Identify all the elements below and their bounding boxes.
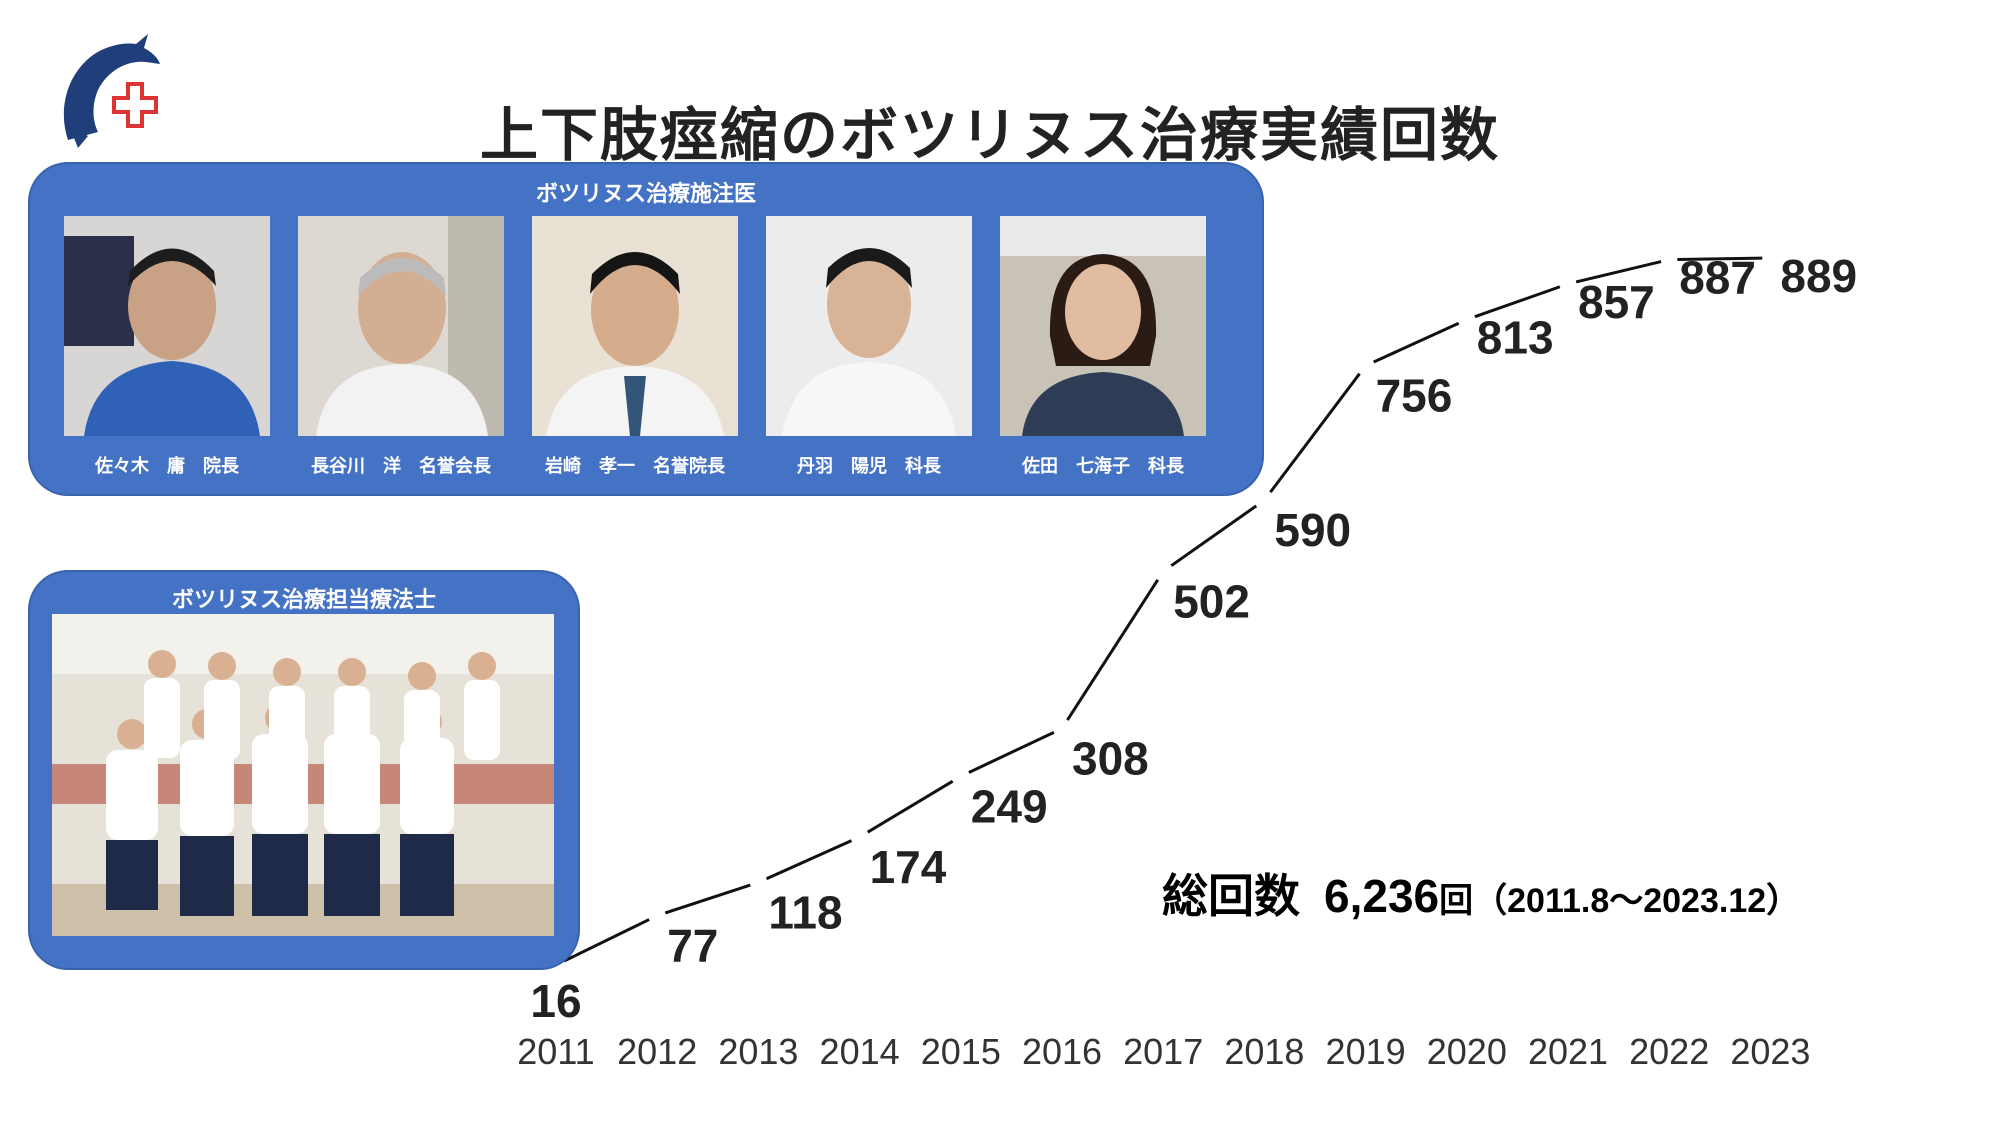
doctor-photo-5 [1000, 216, 1206, 436]
doctor-photo-3 [532, 216, 738, 436]
doctor-name-5: 佐田 七海子 科長 [1022, 456, 1184, 477]
doctors-panel-heading: ボツリヌス治療施注医 [535, 182, 756, 207]
x-tick-2014: 2014 [820, 1031, 900, 1072]
total-period: （2011.8～2023.12） [1473, 882, 1801, 920]
data-label-2012: 77 [667, 920, 718, 972]
data-label-2011: 16 [530, 975, 581, 1027]
data-label-2013: 118 [768, 886, 842, 938]
doctor-name-3: 岩崎 孝一 名誉院長 [545, 456, 725, 477]
total-count: 総回数 6,236回（2011.8～2023.12） [1162, 860, 1800, 926]
line-segment-2014-2015 [866, 779, 954, 834]
total-value: 6,236 [1324, 870, 1440, 922]
data-label-2020: 813 [1477, 312, 1554, 364]
doctor-photo-2 [298, 216, 504, 436]
doctor-photo-1 [64, 216, 270, 436]
doctors-panel: ボツリヌス治療施注医 佐々木 庸 院長 長谷川 洋 名誉会長 岩崎 孝一 名誉院… [28, 162, 1264, 496]
doctor-photo-4 [766, 216, 972, 436]
data-label-2015: 249 [971, 780, 1048, 832]
total-label: 総回数 [1162, 869, 1300, 923]
data-label-2022: 887 [1679, 252, 1756, 304]
line-segment-2021-2022 [1575, 260, 1662, 284]
therapists-panel: ボツリヌス治療担当療法士 [28, 570, 580, 970]
x-tick-2020: 2020 [1427, 1031, 1507, 1072]
x-tick-2015: 2015 [921, 1031, 1001, 1072]
total-unit: 回 [1439, 881, 1474, 921]
x-tick-2019: 2019 [1326, 1031, 1406, 1072]
line-segment-2020-2021 [1474, 285, 1561, 319]
line-segment-2016-2017 [1066, 579, 1160, 721]
therapists-group-photo [52, 614, 554, 936]
doctor-name-2: 長谷川 洋 名誉会長 [311, 456, 491, 477]
x-tick-2011: 2011 [517, 1031, 594, 1072]
data-label-2021: 857 [1578, 276, 1655, 328]
x-tick-2016: 2016 [1022, 1031, 1102, 1072]
page-title: 上下肢痙縮のボツリヌス治療実績回数 [479, 101, 1500, 169]
x-tick-2021: 2021 [1528, 1031, 1608, 1072]
x-tick-2023: 2023 [1730, 1031, 1810, 1072]
x-tick-2022: 2022 [1629, 1031, 1709, 1072]
line-segment-2012-2013 [664, 883, 751, 915]
data-label-2017: 502 [1173, 575, 1250, 627]
data-label-2014: 174 [870, 841, 947, 893]
data-label-2018: 590 [1274, 504, 1351, 556]
data-label-2016: 308 [1072, 733, 1149, 785]
therapists-panel-heading: ボツリヌス治療担当療法士 [171, 588, 436, 613]
line-segment-2019-2020 [1373, 321, 1460, 364]
data-label-2023: 889 [1780, 250, 1857, 302]
line-segment-2011-2012 [563, 918, 650, 963]
x-tick-2012: 2012 [617, 1031, 697, 1072]
data-label-2019: 756 [1376, 370, 1453, 422]
dolphin-cross-logo [48, 20, 178, 150]
x-tick-2017: 2017 [1123, 1031, 1203, 1072]
line-segment-2013-2014 [765, 839, 853, 881]
line-segment-2018-2019 [1269, 372, 1361, 494]
doctor-name-1: 佐々木 庸 院長 [95, 456, 239, 477]
line-segment-2017-2018 [1170, 504, 1258, 567]
x-tick-2013: 2013 [718, 1031, 798, 1072]
line-segment-2022-2023 [1677, 256, 1763, 261]
doctor-name-4: 丹羽 陽児 科長 [797, 456, 941, 477]
x-tick-2018: 2018 [1224, 1031, 1304, 1072]
line-segment-2015-2016 [968, 730, 1055, 774]
